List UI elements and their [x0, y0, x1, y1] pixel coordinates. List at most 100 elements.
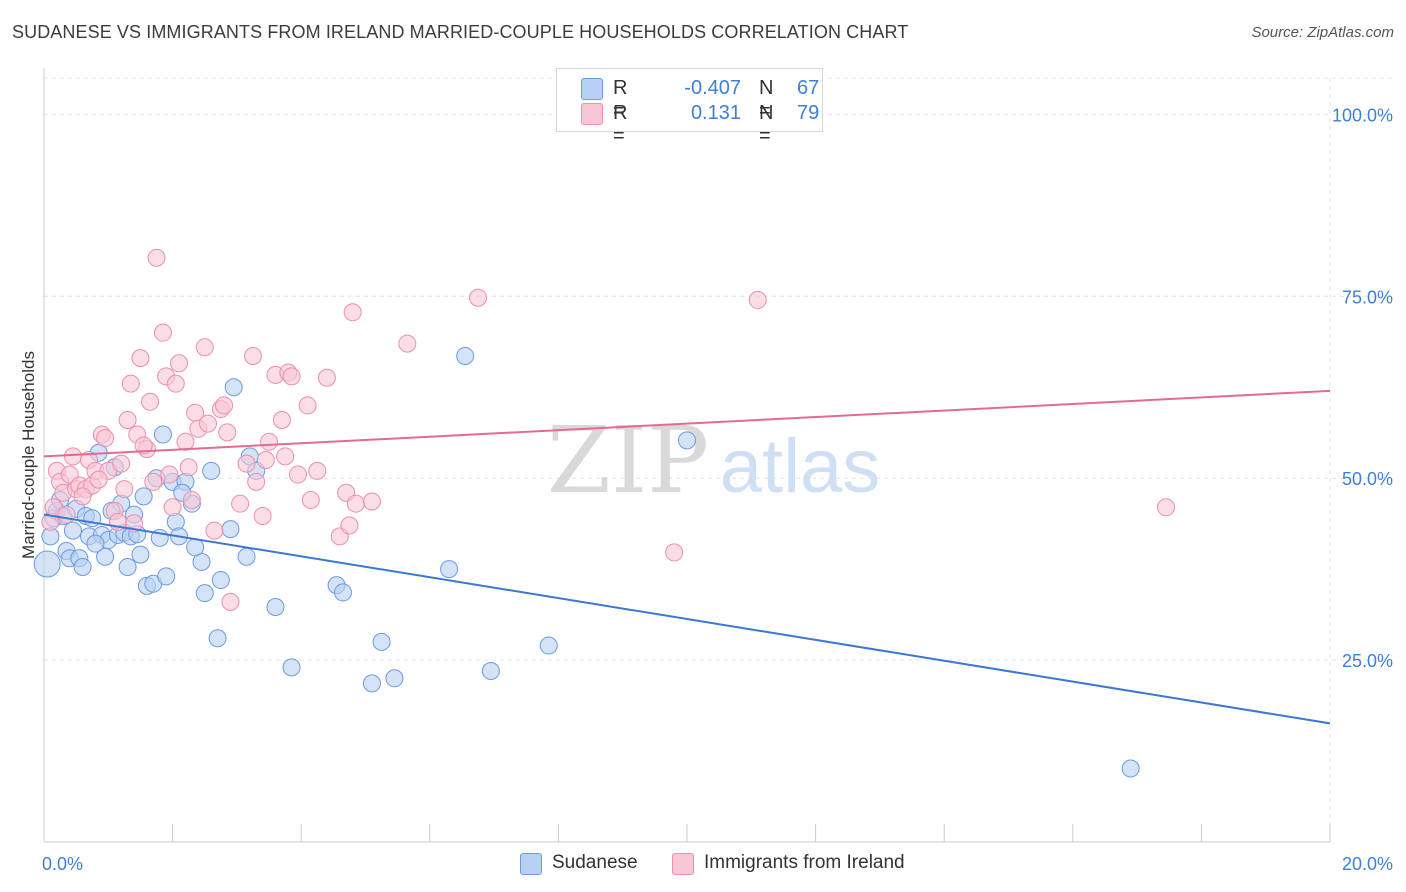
legend-n-value: 79 — [797, 102, 820, 124]
point-ireland — [237, 454, 256, 473]
point-ireland — [96, 429, 115, 448]
point-ireland — [276, 447, 295, 466]
point-ireland — [153, 323, 172, 342]
point-sudanese — [134, 487, 153, 506]
y-tick-label: 50.0% — [1342, 469, 1393, 489]
watermark-atlas: atlas — [720, 424, 881, 509]
legend-r-label: R = — [613, 77, 628, 122]
trend-line-sudanese — [43, 513, 1331, 725]
trend-line-ireland — [43, 389, 1331, 458]
point-sudanese — [86, 534, 105, 553]
point-sudanese — [224, 378, 243, 397]
point-ireland — [317, 368, 336, 387]
stats-legend: R = -0.407 N = 67 R = 0.131 N = 79 — [556, 68, 823, 147]
point-ireland — [179, 458, 198, 477]
legend-swatch-pink — [672, 853, 694, 875]
point-ireland — [346, 494, 365, 513]
point-sudanese — [153, 425, 172, 444]
legend-label: Sudanese — [552, 852, 638, 873]
point-ireland — [288, 465, 307, 484]
legend-swatch-blue — [520, 853, 542, 875]
point-ireland — [147, 248, 166, 267]
point-sudanese — [33, 550, 61, 578]
trend-lines — [43, 389, 1331, 725]
point-sudanese — [456, 346, 475, 365]
x-tick-label: 20.0% — [1342, 854, 1393, 874]
legend-label: Immigrants from Ireland — [704, 852, 905, 873]
tick-labels: 25.0% 50.0% 75.0% 100.0% 0.0% 20.0% — [42, 105, 1393, 874]
point-ireland — [218, 423, 237, 442]
point-sudanese — [266, 597, 285, 616]
point-ireland — [89, 470, 108, 489]
point-ireland — [260, 432, 279, 451]
point-sudanese — [282, 658, 301, 677]
point-ireland — [121, 374, 140, 393]
point-sudanese — [211, 571, 230, 590]
axes — [43, 68, 1331, 843]
point-sudanese — [131, 545, 150, 564]
point-ireland — [198, 414, 217, 433]
point-ireland — [73, 487, 92, 506]
point-ireland — [247, 472, 266, 491]
point-sudanese — [166, 512, 185, 531]
point-ireland — [160, 465, 179, 484]
point-sudanese — [539, 636, 558, 655]
point-ireland — [141, 392, 160, 411]
point-ireland — [343, 303, 362, 322]
point-ireland — [272, 410, 291, 429]
y-tick-label: 25.0% — [1342, 651, 1393, 671]
y-axis-label: Married-couple Households — [19, 351, 38, 559]
point-ireland — [144, 472, 163, 491]
point-ireland — [231, 494, 250, 513]
y-tick-label: 75.0% — [1342, 287, 1393, 307]
point-sudanese — [63, 521, 82, 540]
source-credit: Source: ZipAtlas.com — [1251, 24, 1394, 41]
legend-n-value: 67 — [797, 77, 820, 99]
point-sudanese — [481, 662, 500, 681]
point-ireland — [176, 432, 195, 451]
legend-r-value: -0.407 — [684, 77, 741, 99]
legend-swatch-pink — [581, 103, 603, 125]
point-ireland — [170, 354, 189, 373]
point-ireland — [301, 491, 320, 510]
point-ireland — [205, 521, 224, 540]
point-ireland — [362, 492, 381, 511]
point-ireland — [256, 451, 275, 469]
point-ireland — [134, 436, 153, 455]
point-sudanese — [221, 520, 240, 539]
point-sudanese — [1121, 759, 1140, 778]
point-sudanese — [385, 669, 404, 688]
point-ireland — [748, 290, 767, 309]
point-ireland — [112, 454, 131, 473]
chart-title: SUDANESE VS IMMIGRANTS FROM IRELAND MARR… — [12, 22, 909, 42]
point-ireland — [195, 338, 214, 357]
point-ireland — [665, 543, 684, 562]
point-ireland — [243, 346, 262, 365]
point-ireland — [63, 447, 82, 466]
point-ireland — [221, 592, 240, 611]
legend-swatch-blue — [581, 78, 603, 100]
point-sudanese — [208, 629, 227, 648]
point-sudanese — [73, 557, 92, 576]
point-ireland — [298, 396, 317, 415]
point-sudanese — [195, 584, 214, 603]
point-ireland — [398, 334, 417, 353]
point-ireland — [118, 410, 137, 429]
point-sudanese — [118, 557, 137, 576]
legend-n-label: N = — [759, 102, 774, 147]
point-ireland — [166, 374, 185, 393]
point-sudanese — [186, 538, 205, 557]
legend-r-value: 0.131 — [690, 102, 741, 124]
point-sudanese — [333, 583, 352, 602]
point-ireland — [1157, 498, 1176, 517]
data-points — [33, 248, 1176, 778]
point-sudanese — [362, 674, 381, 693]
point-ireland — [340, 516, 359, 535]
point-sudanese — [202, 461, 221, 480]
x-tick-label: 0.0% — [42, 854, 83, 874]
legend-n-label: N = — [759, 77, 774, 122]
point-ireland — [163, 498, 182, 517]
point-ireland — [131, 349, 150, 368]
point-ireland — [469, 288, 488, 307]
